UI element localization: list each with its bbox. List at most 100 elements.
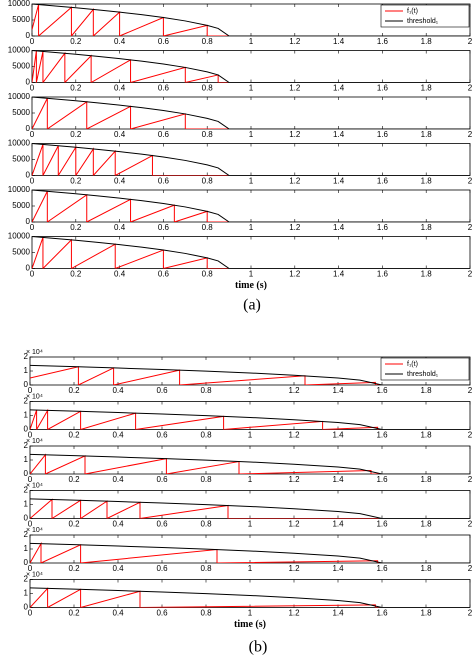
x-tick-label: 0.8 (200, 431, 212, 440)
x-tick-label: 0.8 (200, 475, 212, 484)
x-tick-label: 1.8 (421, 270, 433, 279)
x-tick-label: 0 (30, 270, 35, 279)
x-tick-label: 0.6 (158, 223, 170, 232)
x-axis-label: time (s) (235, 280, 267, 291)
y-tick-label: 0 (26, 31, 31, 40)
x-tick-label: 1.6 (377, 177, 389, 186)
x-tick-label: 0.8 (200, 386, 212, 395)
series-line (30, 453, 470, 474)
legend-label: threshold₁ (407, 371, 439, 378)
x-tick-label: 1.2 (289, 84, 301, 93)
y-offset-label: × 10⁴ (26, 527, 43, 534)
x-tick-label: 0.4 (114, 270, 126, 279)
y-tick-label: 0 (26, 171, 31, 180)
x-tick-label: 1.8 (421, 84, 433, 93)
x-tick-label: 1.8 (421, 130, 433, 139)
x-tick-label: 0.4 (114, 223, 126, 232)
series-line (30, 364, 470, 385)
series-line (32, 98, 470, 129)
x-tick-label: 0.8 (200, 564, 212, 573)
y-tick-label: 10000 (8, 139, 31, 148)
x-tick-label: 2 (468, 270, 473, 279)
x-tick-label: 0.6 (156, 564, 168, 573)
x-tick-label: 1.8 (421, 37, 433, 46)
y-tick-label: 5000 (12, 108, 30, 117)
series-line (32, 143, 470, 176)
plot-frame (31, 236, 471, 269)
x-tick-label: 0.2 (68, 520, 80, 529)
x-tick-label: 2 (468, 564, 473, 573)
x-tick-label: 2 (468, 130, 473, 139)
x-tick-label: 0.2 (68, 475, 80, 484)
y-offset-label: × 10⁴ (26, 349, 43, 356)
x-tick-label: 1.4 (332, 431, 344, 440)
x-tick-label: 1.4 (332, 386, 344, 395)
x-tick-label: 0 (28, 520, 33, 529)
x-tick-label: 1.4 (333, 37, 345, 46)
y-tick-label: 2 (24, 397, 29, 406)
y-tick-label: 10000 (8, 92, 31, 101)
y-tick-label: 0 (26, 124, 31, 133)
x-tick-label: 1 (248, 431, 253, 440)
x-tick-label: 0.4 (114, 130, 126, 139)
x-tick-label: 0.8 (202, 84, 214, 93)
x-tick-label: 1.8 (421, 223, 433, 232)
y-tick-label: 5000 (12, 248, 30, 257)
series-line (32, 236, 470, 269)
y-tick-label: 2 (24, 441, 29, 450)
x-tick-label: 2 (468, 520, 473, 529)
x-tick-label: 1.6 (376, 609, 388, 618)
series-line (32, 97, 470, 129)
x-tick-label: 1.2 (288, 520, 300, 529)
x-tick-label: 0.6 (158, 177, 170, 186)
x-tick-label: 0.2 (70, 130, 82, 139)
caption: (b) (249, 639, 268, 656)
series-line (32, 50, 470, 83)
series-line (32, 4, 470, 36)
plot-frame (31, 189, 471, 223)
x-tick-label: 2 (468, 475, 473, 484)
x-tick-label: 0.4 (114, 84, 126, 93)
x-tick-label: 1.4 (333, 84, 345, 93)
x-tick-label: 0.6 (158, 37, 170, 46)
y-offset-label: × 10⁴ (26, 393, 43, 400)
x-tick-label: 1.8 (420, 564, 432, 573)
x-tick-label: 1 (249, 270, 254, 279)
y-tick-label: 2 (24, 530, 29, 539)
legend-label: threshold₁ (407, 18, 439, 25)
y-tick-label: 0 (24, 603, 29, 612)
y-tick-label: 1 (24, 411, 29, 420)
x-tick-label: 1.8 (420, 520, 432, 529)
x-tick-label: 1.2 (289, 37, 301, 46)
x-tick-label: 1.6 (376, 386, 388, 395)
y-tick-label: 1 (24, 455, 29, 464)
x-tick-label: 1.4 (333, 270, 345, 279)
series-line (30, 498, 470, 519)
y-tick-label: 5000 (12, 155, 30, 164)
y-offset-label: × 10⁴ (26, 438, 43, 445)
y-tick-label: 0 (26, 264, 31, 273)
x-tick-label: 1.6 (377, 130, 389, 139)
x-tick-label: 0.8 (200, 609, 212, 618)
y-offset-label: × 10⁴ (26, 482, 43, 489)
x-tick-label: 1.6 (377, 223, 389, 232)
x-tick-label: 0.2 (70, 84, 82, 93)
x-tick-label: 0.8 (202, 130, 214, 139)
x-tick-label: 0.6 (158, 270, 170, 279)
series-line (32, 4, 470, 36)
y-tick-label: 10000 (8, 185, 31, 194)
x-tick-label: 1.4 (333, 177, 345, 186)
series-line (32, 237, 470, 269)
y-tick-label: 2 (24, 352, 29, 361)
y-tick-label: 1 (24, 544, 29, 553)
x-tick-label: 1 (249, 223, 254, 232)
x-tick-label: 0.2 (70, 37, 82, 46)
x-tick-label: 1.4 (332, 520, 344, 529)
series-line (30, 408, 470, 430)
x-tick-label: 0.4 (112, 564, 124, 573)
x-tick-label: 1.6 (376, 431, 388, 440)
x-tick-label: 1.2 (288, 564, 300, 573)
y-tick-label: 0 (24, 380, 29, 389)
legend-label: f₁(t) (407, 8, 418, 15)
x-tick-label: 0.6 (156, 520, 168, 529)
